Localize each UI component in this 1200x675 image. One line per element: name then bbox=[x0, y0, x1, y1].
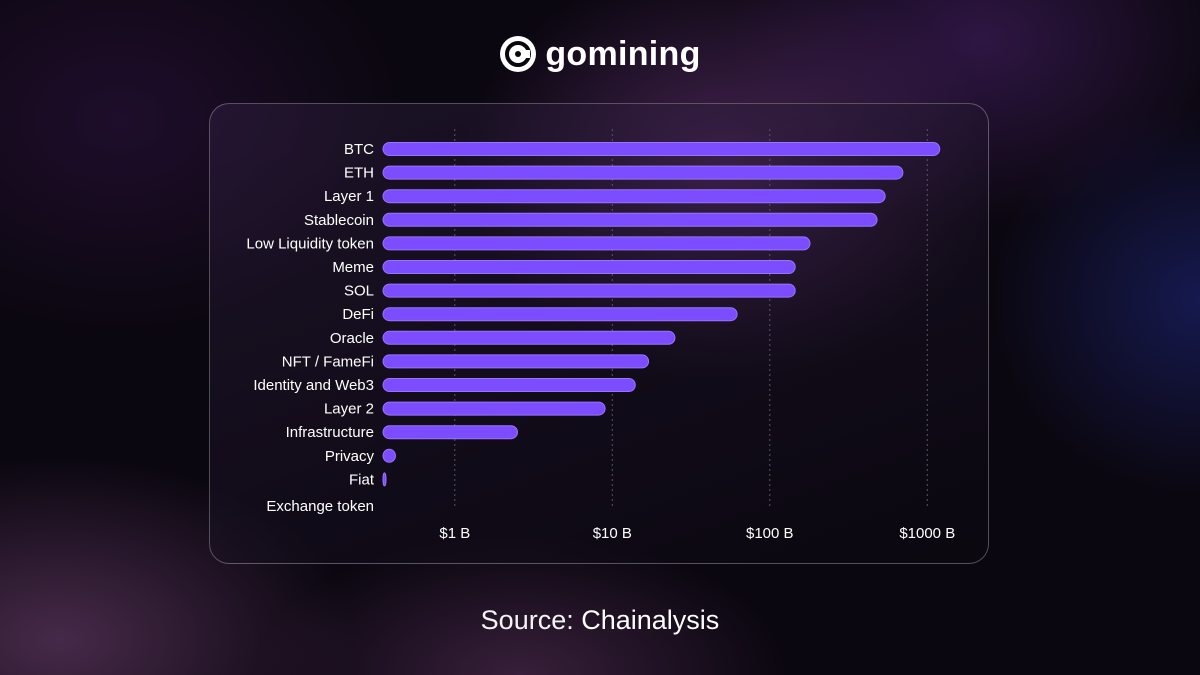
source-prefix: Source: bbox=[480, 605, 574, 635]
bar bbox=[382, 165, 904, 180]
bar bbox=[382, 142, 941, 156]
category-label: Exchange token bbox=[266, 498, 374, 515]
source-credit: Source: Chainalysis bbox=[0, 603, 1200, 637]
bar bbox=[382, 354, 650, 369]
bar bbox=[382, 189, 886, 204]
bar bbox=[382, 260, 796, 274]
chart-panel: $1 B $10 B $100 B $1000 B BTC ETH Layer 1 Stabl… bbox=[209, 103, 989, 564]
category-label: NFT / FameFi bbox=[282, 353, 374, 370]
x-tick-label: $100 B bbox=[746, 525, 794, 542]
category-label: BTC bbox=[344, 141, 374, 158]
category-label: ETH bbox=[344, 165, 374, 182]
bar bbox=[382, 401, 606, 416]
category-label: Fiat bbox=[349, 471, 375, 488]
bar bbox=[382, 425, 518, 440]
bar bbox=[382, 472, 387, 487]
brand-logo: gomining bbox=[0, 34, 1200, 74]
gomining-logo-icon bbox=[500, 36, 537, 72]
bar bbox=[382, 236, 811, 251]
x-tick-label: $1 B bbox=[439, 525, 470, 542]
category-label: DeFi bbox=[342, 306, 374, 323]
source-name: Chainalysis bbox=[581, 605, 720, 635]
bar bbox=[382, 212, 878, 227]
category-label: Privacy bbox=[325, 448, 375, 465]
category-label: Meme bbox=[332, 259, 374, 276]
bar bbox=[382, 283, 796, 298]
category-label: Infrastructure bbox=[286, 424, 374, 441]
x-tick-label: $10 B bbox=[593, 525, 632, 542]
category-label: Oracle bbox=[330, 330, 374, 347]
brand-name: gomining bbox=[545, 35, 701, 73]
bar bbox=[382, 330, 676, 345]
category-label: Layer 1 bbox=[324, 188, 374, 205]
category-label: Layer 2 bbox=[324, 401, 374, 418]
bar bbox=[382, 378, 636, 392]
category-label: SOL bbox=[344, 283, 374, 300]
bar bbox=[382, 448, 396, 463]
category-label: Low Liquidity token bbox=[246, 235, 374, 252]
x-tick-label: $1000 B bbox=[899, 525, 955, 542]
bar bbox=[382, 307, 738, 322]
category-label: Stablecoin bbox=[304, 212, 374, 229]
bar-chart: $1 B $10 B $100 B $1000 B BTC ETH Layer 1 Stabl… bbox=[246, 129, 955, 542]
category-label: Identity and Web3 bbox=[253, 377, 374, 394]
